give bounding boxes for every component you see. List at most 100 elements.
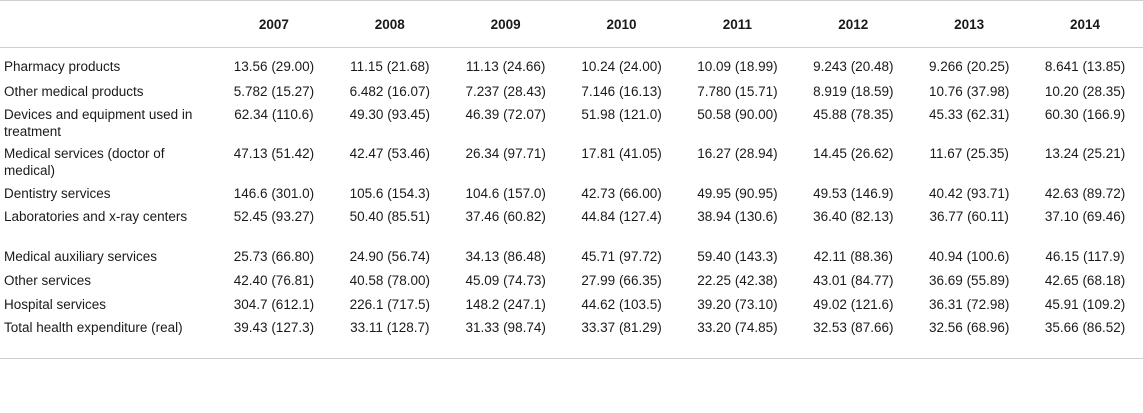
value-cell-2009: 46.39 (72.07) [465, 106, 546, 122]
row-label: Laboratories and x-ray centers [4, 208, 188, 224]
header-year-2014: 2014 [1027, 0, 1143, 48]
value-cell-2011: 59.40 (143.3) [697, 248, 778, 264]
table-row: Other services 42.40 (76.81) 40.58 (78.00)… [0, 268, 1143, 292]
value-cell-2008: 49.30 (93.45) [349, 106, 430, 122]
value-cell-2012: 36.40 (82.13) [813, 208, 894, 224]
table-row: Total health expenditure (real) 39.43 (12… [0, 315, 1143, 359]
value-cell-2011: 39.20 (73.10) [697, 296, 778, 312]
row-label: Other services [4, 272, 92, 288]
value-cell-2012: 32.53 (87.66) [795, 315, 912, 359]
value-cell-2014: 8.641 (13.85) [1044, 59, 1126, 74]
value-cell-2008: 24.90 (56.74) [349, 248, 430, 264]
value-cell-2014: 45.91 (109.2) [1044, 296, 1126, 312]
value-cell-2012: 49.02 (121.6) [813, 296, 894, 312]
value-cell-2007: 62.34 (110.6) [234, 106, 314, 122]
value-cell-2014: 42.63 (89.72) [1044, 185, 1126, 201]
value-cell-2011: 7.780 (15.71) [697, 83, 778, 99]
value-cell-2007: 52.45 (93.27) [233, 208, 315, 224]
table-row: Devices and equipment used in treatment 6… [0, 103, 1143, 142]
value-cell-2010: 45.71 (97.72) [581, 248, 662, 264]
value-cell-2012: 9.243 (20.48) [813, 59, 894, 74]
table-row: Medical auxiliary services 25.73 (66.80) 2… [0, 244, 1143, 268]
value-cell-2010: 44.84 (127.4) [581, 208, 662, 224]
table-row: Dentistry services 146.6 (301.0) 105.6 (15… [0, 181, 1143, 205]
header-year-2011: 2011 [679, 0, 796, 48]
value-cell-2010: 51.98 (121.0) [581, 106, 662, 122]
value-cell-2013: 36.77 (60.11) [929, 208, 1009, 224]
row-label: Dentistry services [4, 185, 111, 201]
value-cell-2009: 31.33 (98.74) [447, 315, 564, 359]
value-cell-2012: 45.88 (78.35) [813, 106, 894, 122]
value-cell-2012: 8.919 (18.59) [813, 83, 894, 99]
value-cell-2008: 6.482 (16.07) [349, 83, 430, 99]
value-cell-2011: 16.27 (28.94) [697, 145, 778, 161]
row-label: Medical auxiliary services [4, 248, 158, 264]
value-cell-2009: 45.09 (74.73) [465, 272, 546, 288]
value-cell-2011: 33.20 (74.85) [679, 315, 796, 359]
value-cell-2008: 33.11 (128.7) [331, 315, 448, 359]
value-cell-2007: 5.782 (15.27) [233, 83, 315, 99]
row-label: Total health expenditure (real) [0, 315, 216, 359]
value-cell-2014: 37.10 (69.46) [1044, 208, 1126, 224]
value-cell-2010: 33.37 (81.29) [563, 315, 680, 359]
value-cell-2014: 35.66 (86.52) [1027, 315, 1143, 359]
value-cell-2008: 50.40 (85.51) [349, 208, 430, 224]
value-cell-2012: 49.53 (146.9) [813, 185, 894, 201]
value-cell-2014: 60.30 (166.9) [1044, 106, 1126, 122]
header-year-2007: 2007 [216, 0, 332, 48]
row-label: Other medical products [4, 83, 144, 99]
value-cell-2014: 13.24 (25.21) [1044, 145, 1126, 161]
value-cell-2007: 42.40 (76.81) [233, 272, 315, 288]
row-label: Hospital services [4, 296, 107, 312]
table-row: Other medical products 5.782 (15.27) 6.482… [0, 79, 1143, 103]
row-label: Pharmacy products [4, 59, 121, 74]
value-cell-2009: 104.6 (157.0) [465, 185, 546, 201]
table-row: Hospital services 304.7 (612.1) 226.1 (717… [0, 292, 1143, 316]
value-cell-2011: 22.25 (42.38) [697, 272, 778, 288]
value-cell-2011: 38.94 (130.6) [697, 208, 778, 224]
value-cell-2012: 14.45 (26.62) [813, 145, 894, 161]
table-row: Medical services (doctor of medical) 47.1… [0, 142, 1143, 181]
table-header-row: 2007 2008 2009 2010 2011 2012 2013 2014 [0, 0, 1143, 48]
header-corner-cell [0, 0, 216, 48]
value-cell-2010: 42.73 (66.00) [581, 185, 662, 201]
value-cell-2008: 42.47 (53.46) [349, 145, 430, 161]
value-cell-2008: 105.6 (154.3) [349, 185, 430, 201]
value-cell-2009: 26.34 (97.71) [465, 145, 546, 161]
row-label: Medical services (doctor of medical) [4, 145, 165, 178]
value-cell-2013: 36.31 (72.98) [929, 296, 1010, 312]
value-cell-2011: 49.95 (90.95) [697, 185, 778, 201]
value-cell-2009: 37.46 (60.82) [465, 208, 546, 224]
value-cell-2008: 11.15 (21.68) [350, 59, 430, 74]
value-cell-2007: 304.7 (612.1) [233, 296, 315, 312]
table-row: Laboratories and x-ray centers 52.45 (93.… [0, 205, 1143, 244]
value-cell-2010: 27.99 (66.35) [581, 272, 662, 288]
expenditure-table: 2007 2008 2009 2010 2011 2012 2013 2014 … [0, 0, 1143, 359]
value-cell-2013: 45.33 (62.31) [929, 106, 1010, 122]
value-cell-2007: 146.6 (301.0) [233, 185, 315, 201]
value-cell-2009: 34.13 (86.48) [465, 248, 546, 264]
value-cell-2012: 42.11 (88.36) [813, 248, 893, 264]
value-cell-2013: 32.56 (68.96) [911, 315, 1028, 359]
value-cell-2014: 42.65 (68.18) [1044, 272, 1126, 288]
value-cell-2013: 40.94 (100.6) [929, 248, 1010, 264]
value-cell-2009: 7.237 (28.43) [465, 83, 546, 99]
value-cell-2007: 39.43 (127.3) [216, 315, 332, 359]
value-cell-2010: 17.81 (41.05) [581, 145, 662, 161]
value-cell-2011: 10.09 (18.99) [697, 59, 778, 74]
value-cell-2013: 9.266 (20.25) [929, 59, 1010, 74]
value-cell-2007: 25.73 (66.80) [233, 248, 315, 264]
row-label: Devices and equipment used in treatment [4, 106, 193, 139]
value-cell-2007: 47.13 (51.42) [233, 145, 315, 161]
value-cell-2010: 7.146 (16.13) [581, 83, 662, 99]
value-cell-2011: 50.58 (90.00) [697, 106, 778, 122]
value-cell-2010: 10.24 (24.00) [581, 59, 662, 74]
value-cell-2009: 11.13 (24.66) [466, 59, 546, 74]
value-cell-2013: 11.67 (25.35) [929, 145, 1009, 161]
value-cell-2013: 10.76 (37.98) [929, 83, 1010, 99]
value-cell-2010: 44.62 (103.5) [581, 296, 662, 312]
value-cell-2008: 40.58 (78.00) [349, 272, 430, 288]
header-year-2012: 2012 [795, 0, 912, 48]
value-cell-2008: 226.1 (717.5) [349, 296, 430, 312]
